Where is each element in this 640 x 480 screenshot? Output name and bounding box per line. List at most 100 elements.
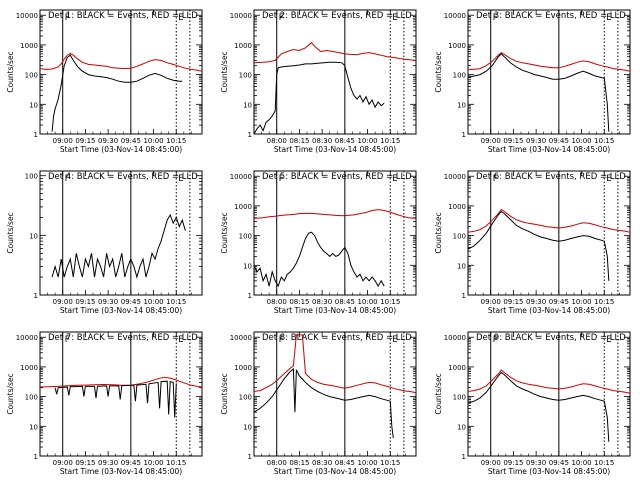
chart-title: Det 6: BLACK = Events, RED = LLD [476, 172, 626, 182]
x-axis: 09:00 09:15 09:30 09:45 10:00 10:15 [47, 332, 192, 467]
marker-f: F [279, 335, 284, 345]
marker-f: F [279, 13, 284, 23]
x-tick-label: 08:30 [312, 298, 332, 306]
events-series-line [254, 61, 385, 134]
y-tick-label: 1000 [234, 364, 252, 372]
y-axis: 1 10 100 1000 10000 [230, 12, 416, 139]
chart-panel-6: Det 6: BLACK = Events, RED = LLD 1 10 100 10… [434, 170, 631, 315]
x-tick-label: 09:00 [53, 459, 73, 467]
x-tick-label: 08:00 [267, 137, 287, 145]
x-axis-label: Start Time (03-Nov-14 08:45:00) [60, 145, 182, 154]
x-tick-label: 09:00 [53, 137, 73, 145]
y-tick-label: 1000 [234, 203, 252, 211]
x-tick-label: 08:15 [289, 298, 309, 306]
x-tick-label: 10:00 [571, 298, 591, 306]
marker-e: E [178, 174, 183, 184]
x-tick-label: 10:00 [357, 298, 377, 306]
y-tick-label: 10 [29, 232, 38, 240]
lld-series-line [468, 369, 630, 394]
y-axis: 1 10 100 1000 10000 [444, 334, 630, 461]
events-series-line [51, 54, 183, 132]
y-tick-label: 100 [25, 394, 38, 402]
x-tick-label: 09:30 [98, 137, 118, 145]
x-tick-label: 09:30 [98, 459, 118, 467]
marker-e: E [606, 13, 611, 23]
marker-e: E [606, 174, 611, 184]
y-axis: 1 10 100 1000 10000 [444, 173, 630, 300]
x-tick-label: 08:15 [289, 137, 309, 145]
chart-panel-7: Det 7: BLACK = Events, RED = LLD 1 10 100 10… [6, 331, 203, 476]
chart-panel-9: Det 9: BLACK = Events, RED = LLD 1 10 100 10… [434, 331, 631, 476]
y-tick-label: 10000 [444, 12, 466, 20]
lld-series-line [40, 376, 202, 388]
y-tick-label: 1 [462, 292, 466, 300]
y-tick-label: 100 [239, 72, 252, 80]
lld-series-line [254, 41, 416, 64]
x-axis-label: Start Time (03-Nov-14 08:45:00) [488, 467, 610, 476]
x-tick-label: 10:00 [357, 137, 377, 145]
x-tick-label: 10:15 [380, 298, 400, 306]
chart-title: Det 1: BLACK = Events, RED = LLD [48, 11, 198, 21]
y-tick-label: 10 [243, 101, 252, 109]
y-tick-label: 10000 [230, 173, 252, 181]
y-tick-label: 1 [248, 131, 252, 139]
events-series-line [468, 210, 610, 281]
y-axis: 1 10 100 1000 10000 [444, 12, 630, 139]
y-tick-label: 1 [248, 292, 252, 300]
marker-e: E [178, 13, 183, 23]
x-tick-label: 09:15 [75, 459, 95, 467]
y-axis: 1 10 100 [25, 173, 202, 300]
y-tick-label: 10 [243, 423, 252, 431]
y-tick-label: 10 [457, 423, 466, 431]
x-tick-label: 10:15 [594, 298, 614, 306]
x-tick-label: 08:15 [289, 459, 309, 467]
y-tick-label: 10 [457, 101, 466, 109]
chart-panel-1: Det 1: BLACK = Events, RED = LLD 1 10 100 10… [6, 9, 203, 154]
x-tick-label: 09:30 [526, 137, 546, 145]
chart-panel-5: Det 5: BLACK = Events, RED = LLD 1 10 100 10… [220, 170, 417, 315]
y-axis: 1 10 100 1000 10000 [16, 334, 202, 461]
y-tick-label: 1000 [234, 42, 252, 50]
x-axis-label: Start Time (03-Nov-14 08:45:00) [60, 306, 182, 315]
x-axis-label: Start Time (03-Nov-14 08:45:00) [274, 145, 396, 154]
plot-frame [39, 331, 203, 457]
x-tick-label: 09:15 [503, 137, 523, 145]
x-tick-label: 08:00 [267, 298, 287, 306]
x-tick-label: 09:15 [503, 298, 523, 306]
x-tick-label: 09:15 [75, 137, 95, 145]
y-tick-label: 10 [29, 101, 38, 109]
x-tick-label: 10:00 [143, 137, 163, 145]
x-tick-label: 10:15 [594, 459, 614, 467]
x-tick-label: 09:15 [503, 459, 523, 467]
y-axis-label: Counts/sec [6, 373, 15, 414]
marker-f: F [493, 335, 498, 345]
x-tick-label: 10:00 [571, 137, 591, 145]
plot-frame [467, 170, 631, 296]
x-tick-label: 09:45 [549, 459, 569, 467]
chart-panel-4: Det 4: BLACK = Events, RED = LLD 1 10 100 09… [6, 170, 203, 315]
marker-f: F [493, 13, 498, 23]
x-tick-label: 09:45 [549, 298, 569, 306]
chart-title: Det 7: BLACK = Events, RED = LLD [48, 333, 198, 343]
x-axis: 09:00 09:15 09:30 09:45 10:00 10:15 [475, 171, 620, 306]
x-tick-label: 10:00 [571, 459, 591, 467]
x-tick-label: 08:45 [335, 298, 355, 306]
lld-series-line [254, 334, 416, 394]
x-tick-label: 09:45 [121, 459, 141, 467]
x-tick-label: 10:15 [594, 137, 614, 145]
events-series-line [54, 380, 177, 418]
x-axis: 08:00 08:15 08:30 08:45 10:00 10:15 [261, 10, 406, 145]
y-tick-label: 10000 [444, 173, 466, 181]
x-tick-label: 08:45 [335, 459, 355, 467]
x-axis-label: Start Time (03-Nov-14 08:45:00) [488, 145, 610, 154]
y-tick-label: 10 [29, 423, 38, 431]
chart-panel-2: Det 2: BLACK = Events, RED = LLD 1 10 100 10… [220, 9, 417, 154]
chart-title: Det 9: BLACK = Events, RED = LLD [476, 333, 626, 343]
chart-title: Det 4: BLACK = Events, RED = LLD [48, 172, 198, 182]
x-tick-label: 09:00 [481, 459, 501, 467]
y-tick-label: 1000 [448, 203, 466, 211]
chart-title: Det 8: BLACK = Events, RED = LLD [262, 333, 412, 343]
lld-series-line [254, 209, 416, 219]
x-tick-label: 09:30 [526, 459, 546, 467]
x-tick-label: 09:30 [98, 298, 118, 306]
